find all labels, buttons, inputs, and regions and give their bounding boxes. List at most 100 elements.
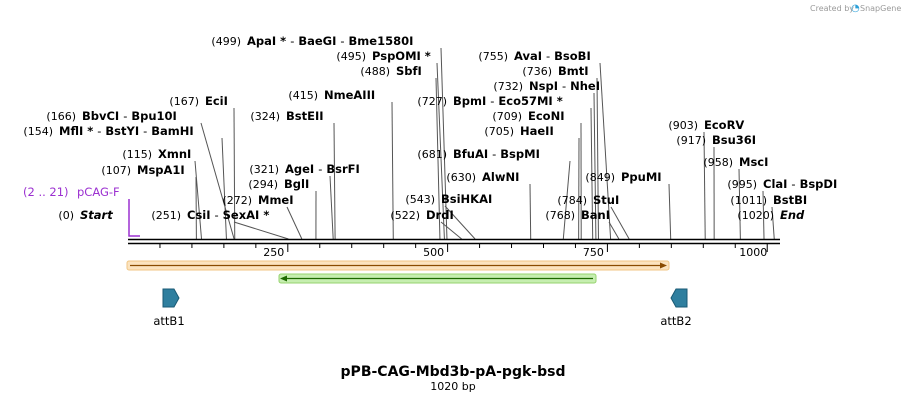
site-leader-line	[440, 221, 462, 240]
enzyme-name: NspI	[529, 79, 558, 93]
site-label-drdi[interactable]: (522) DrdI	[390, 208, 453, 222]
site-label-ecii[interactable]: (167) EciI	[169, 94, 228, 108]
site-label-pspomi[interactable]: (495) PspOMI *	[336, 49, 430, 63]
site-label-xmni[interactable]: (115) XmnI	[122, 147, 191, 161]
site-label-start[interactable]: (0) Start	[58, 208, 113, 222]
site-position: (522)	[390, 209, 420, 222]
site-label-mspa1i[interactable]: (107) MspA1I	[101, 163, 184, 177]
enzyme-name: BamHI	[151, 124, 193, 138]
site-label-bpmi[interactable]: (727) BpmI - Eco57MI *	[417, 94, 562, 108]
enzyme-name: BfuAI	[453, 147, 488, 161]
site-label-mmei[interactable]: (272) MmeI	[222, 193, 293, 207]
attb2-label: attB2	[660, 314, 691, 328]
enzyme-name: BspDI	[800, 177, 838, 191]
site-label-econi[interactable]: (709) EcoNI	[492, 109, 564, 123]
site-label-bsu36i[interactable]: (917) Bsu36I	[676, 133, 756, 147]
site-leader-line	[200, 122, 235, 240]
site-label-stui[interactable]: (784) StuI	[557, 193, 619, 207]
site-leader-line	[435, 77, 441, 240]
enzyme-name: NheI	[570, 79, 600, 93]
site-label-bmti[interactable]: (736) BmtI	[522, 64, 588, 78]
site-label-end[interactable]: (1020) End	[737, 208, 805, 222]
site-separator: -	[340, 34, 344, 48]
enzyme-name: Bsu36I	[712, 133, 756, 147]
orange-feature-arrow-icon	[660, 262, 667, 269]
site-label-ppumi[interactable]: (849) PpuMI	[585, 170, 661, 184]
enzyme-name: Bpu10I	[131, 109, 176, 123]
site-label-msci[interactable]: (958) MscI	[703, 155, 768, 169]
site-position: (681)	[417, 148, 447, 161]
enzyme-name: BsoBI	[554, 49, 591, 63]
site-position: (488)	[360, 65, 390, 78]
enzyme-name: Bme1580I	[349, 34, 414, 48]
site-separator: -	[546, 49, 550, 63]
site-position: (499)	[211, 35, 241, 48]
site-label-haeii[interactable]: (705) HaeII	[484, 124, 553, 138]
site-label-bani[interactable]: (768) BanI	[545, 208, 610, 222]
enzyme-name: StuI	[593, 193, 619, 207]
green-feature-arrow-icon	[280, 275, 287, 282]
site-position: (107)	[101, 164, 131, 177]
primer-arrow-icon	[128, 199, 140, 237]
enzyme-name: BbvCI	[82, 109, 119, 123]
site-leader-line	[436, 62, 445, 240]
attb2-arrow-icon[interactable]	[670, 288, 688, 308]
credit-prefix: Created by	[810, 4, 854, 13]
snapgene-logo-icon: ◔	[851, 3, 860, 14]
site-position: (324)	[250, 110, 280, 123]
site-separator: -	[123, 109, 127, 123]
site-position: (543)	[405, 193, 435, 206]
site-label-bfuai[interactable]: (681) BfuAI - BspMI	[417, 147, 539, 161]
site-position: (995)	[727, 178, 757, 191]
enzyme-name: MscI	[739, 155, 768, 169]
enzyme-name: SexAI *	[223, 208, 270, 222]
site-position: (166)	[46, 110, 76, 123]
site-position: (917)	[676, 134, 706, 147]
enzyme-name: EcoNI	[528, 109, 564, 123]
site-position: (1020)	[737, 209, 774, 222]
site-label-nspi[interactable]: (732) NspI - NheI	[493, 79, 600, 93]
site-label-clai[interactable]: (995) ClaI - BspDI	[727, 177, 837, 191]
primer-pcag-f[interactable]: (2 .. 21) pCAG-F	[23, 185, 140, 237]
site-leader-line	[444, 205, 476, 240]
attb1-arrow-icon[interactable]	[162, 288, 180, 308]
credit-brand: SnapGene	[860, 4, 901, 13]
site-position: (784)	[557, 194, 587, 207]
site-label-csii[interactable]: (251) CsiI - SexAI *	[151, 208, 269, 222]
site-separator: -	[215, 208, 219, 222]
site-leader-line	[233, 221, 289, 240]
site-label-bgli[interactable]: (294) BglI	[248, 177, 309, 191]
site-position: (251)	[151, 209, 181, 222]
enzyme-name: EciI	[205, 94, 228, 108]
site-position: (727)	[417, 95, 447, 108]
site-position: (849)	[585, 171, 615, 184]
site-labels[interactable]: (0) Start(154) MflI * - BstYI - BamHI(166) BbvC…	[23, 34, 837, 222]
map-title: pPB-CAG-Mbd3b-pA-pgk-bsd	[341, 364, 566, 380]
map-length: 1020 bp	[430, 380, 475, 393]
site-label-sbfi[interactable]: (488) SbfI	[360, 64, 421, 78]
enzyme-name: NmeAIII	[324, 88, 375, 102]
enzyme-name: BglI	[284, 177, 309, 191]
site-label-bsihkai[interactable]: (543) BsiHKAI	[405, 192, 492, 206]
site-label-bstbi[interactable]: (1011) BstBI	[730, 193, 807, 207]
site-label-nmeaiii[interactable]: (415) NmeAIII	[288, 88, 375, 102]
site-position: (768)	[545, 209, 575, 222]
primer-range: (2 .. 21)	[23, 185, 69, 199]
site-label-mfli[interactable]: (154) MflI * - BstYI - BamHI	[23, 124, 193, 138]
attb1-label: attB1	[153, 314, 184, 328]
site-label-bbvci[interactable]: (166) BbvCI - Bpu10I	[46, 109, 176, 123]
site-label-apai[interactable]: (499) ApaI * - BaeGI - Bme1580I	[211, 34, 413, 48]
site-separator: -	[562, 79, 566, 93]
site-label-ecorv[interactable]: (903) EcoRV	[668, 118, 744, 132]
site-label-alwni[interactable]: (630) AlwNI	[446, 170, 519, 184]
site-label-agei[interactable]: (321) AgeI - BsrFI	[249, 162, 359, 176]
site-leader-line	[762, 190, 765, 240]
site-label-bsteii[interactable]: (324) BstEII	[250, 109, 323, 123]
site-label-avai[interactable]: (755) AvaI - BsoBI	[478, 49, 590, 63]
site-position: (755)	[478, 50, 508, 63]
site-separator: -	[97, 124, 101, 138]
enzyme-name: CsiI	[187, 208, 211, 222]
feature-bars[interactable]	[126, 260, 670, 284]
att-sites[interactable]: attB1 attB2	[153, 288, 692, 328]
enzyme-name: End	[780, 208, 805, 222]
